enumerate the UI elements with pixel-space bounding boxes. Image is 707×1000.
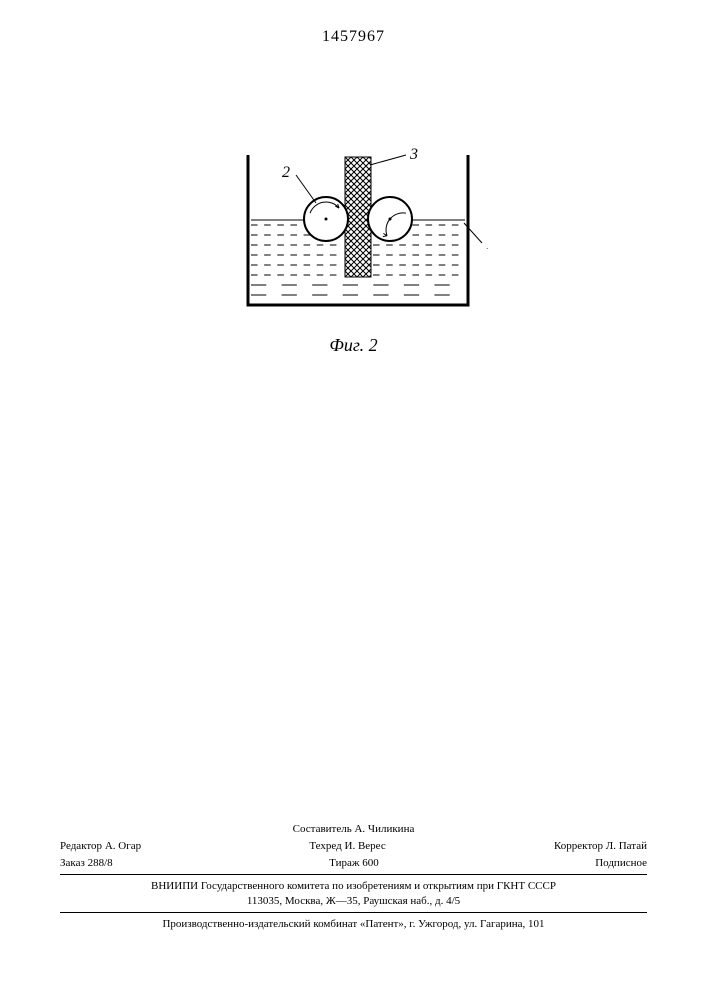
printer-line: Производственно-издательский комбинат «П… bbox=[60, 917, 647, 932]
editor-label: Редактор bbox=[60, 840, 102, 852]
corrector: Корректор Л. Патай bbox=[554, 839, 647, 854]
page: 1457967 3 2 1 Фиг. 2 Составитель А. Чилики… bbox=[0, 0, 707, 1000]
credits-block: Составитель А. Чиликина Редактор А. Огар… bbox=[60, 822, 647, 932]
compiler-line: Составитель А. Чиликина bbox=[60, 822, 647, 837]
circulation-label: Тираж bbox=[329, 857, 359, 869]
staff-row: Редактор А. Огар Техред И. Верес Коррект… bbox=[60, 839, 647, 854]
diagram-svg: 3 2 1 bbox=[228, 140, 488, 320]
org-line-2: 113035, Москва, Ж—35, Раушская наб., д. … bbox=[60, 894, 647, 909]
order-value: 288/8 bbox=[88, 857, 113, 869]
patent-number: 1457967 bbox=[0, 28, 707, 46]
corrector-name: Л. Патай bbox=[606, 840, 647, 852]
order-label: Заказ bbox=[60, 857, 85, 869]
corrector-label: Корректор bbox=[554, 840, 603, 852]
techred-name: И. Верес bbox=[345, 840, 386, 852]
compiler-name: А. Чиликина bbox=[354, 823, 414, 835]
svg-text:3: 3 bbox=[409, 146, 418, 163]
subscription: Подписное bbox=[595, 856, 647, 871]
figure-2: 321 bbox=[228, 140, 468, 330]
org-line-1: ВНИИПИ Государственного комитета по изоб… bbox=[60, 879, 647, 894]
circulation: Тираж 600 bbox=[329, 856, 379, 871]
divider-2 bbox=[60, 912, 647, 913]
order: Заказ 288/8 bbox=[60, 856, 113, 871]
techred-label: Техред bbox=[309, 840, 341, 852]
techred: Техред И. Верес bbox=[309, 839, 385, 854]
editor-name: А. Огар bbox=[105, 840, 141, 852]
circulation-value: 600 bbox=[362, 857, 379, 869]
compiler-label: Составитель bbox=[293, 823, 352, 835]
svg-text:1: 1 bbox=[486, 236, 488, 253]
figure-caption: Фиг. 2 bbox=[0, 335, 707, 356]
svg-text:2: 2 bbox=[282, 164, 290, 181]
editor: Редактор А. Огар bbox=[60, 839, 141, 854]
print-row: Заказ 288/8 Тираж 600 Подписное bbox=[60, 856, 647, 871]
divider-1 bbox=[60, 874, 647, 875]
